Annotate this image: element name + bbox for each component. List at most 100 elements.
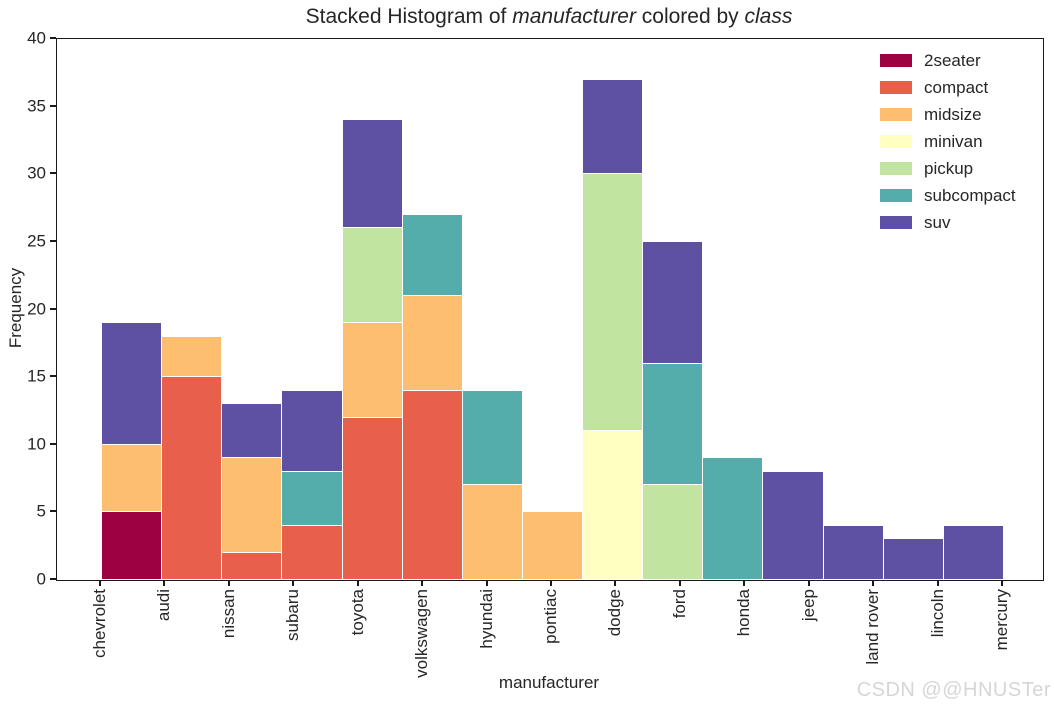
xtick-mark-ford: [678, 580, 681, 586]
bar-segment-ford-subcompact: [642, 362, 704, 486]
legend-row-subcompact: subcompact: [880, 182, 1016, 209]
ytick-label-40: 40: [27, 28, 46, 48]
ytick-mark-5: [50, 510, 56, 513]
ytick-label-25: 25: [27, 231, 46, 251]
plot-area: 2seater compact midsize minivan pickup subcom…: [56, 38, 1044, 581]
bar-segment-toyota-compact: [341, 416, 403, 580]
bar-segment-dodge-suv: [582, 78, 644, 175]
chart-title-part: Stacked Histogram of: [305, 5, 513, 28]
xtick-mark-dodge: [614, 580, 617, 586]
ytick-mark-25: [50, 239, 56, 242]
bar-segment-volkswagen-subcompact: [401, 213, 463, 296]
bar-segment-subaru-subcompact: [281, 470, 343, 526]
xtick-mark-jeep: [807, 580, 810, 586]
bar-segment-ford-suv: [642, 240, 704, 364]
bar-segment-subaru-suv: [281, 389, 343, 472]
bar-segment-hyundai-subcompact: [461, 389, 523, 486]
legend-label-midsize: midsize: [924, 104, 982, 124]
xtick-label-dodge: dodge: [605, 589, 625, 637]
legend-swatch-subcompact: [880, 189, 912, 202]
xtick-mark-toyota: [356, 580, 359, 586]
chart-title-italic-part: manufacturer: [512, 5, 636, 28]
bar-segment-nissan-midsize: [221, 457, 283, 553]
bar-segment-hyundai-midsize: [461, 484, 523, 580]
ytick-mark-0: [50, 578, 56, 580]
bar-segment-land-rover-suv: [822, 524, 884, 580]
legend-label-2seater: 2seater: [924, 50, 981, 70]
xtick-label-nissan: nissan: [218, 589, 238, 639]
y-axis-label: Frequency: [6, 267, 25, 349]
bar-segment-lincoln-suv: [882, 538, 944, 580]
xtick-mark-mercury: [1001, 580, 1003, 586]
xtick-mark-audi: [163, 580, 166, 586]
xtick-label-honda: honda: [734, 589, 754, 637]
ytick-label-15: 15: [27, 366, 46, 386]
legend-row-minivan: minivan: [880, 128, 1016, 155]
xtick-mark-subaru: [292, 580, 295, 586]
legend-label-suv: suv: [924, 212, 951, 232]
ytick-label-20: 20: [27, 299, 46, 318]
xtick-mark-hyundai: [485, 580, 488, 586]
chart-title-part: colored by: [635, 5, 745, 28]
legend-label-pickup: pickup: [924, 158, 974, 178]
ytick-mark-10: [50, 442, 56, 445]
watermark: CSDN @@HNUSTer: [856, 679, 1051, 701]
legend-row-2seater: 2seater: [880, 47, 1016, 74]
legend-row-suv: suv: [880, 209, 1016, 236]
legend-row-compact: compact: [880, 74, 1016, 101]
xtick-mark-land-rover: [872, 580, 875, 586]
xtick-mark-lincoln: [936, 580, 939, 586]
bar-segment-volkswagen-midsize: [401, 294, 463, 391]
bar-segment-ford-pickup: [642, 484, 704, 580]
xtick-mark-pontiac: [550, 580, 552, 586]
legend-swatch-compact: [880, 81, 912, 94]
xtick-label-volkswagen: volkswagen: [412, 589, 432, 678]
ytick-mark-20: [50, 307, 56, 310]
x-axis-label: manufacturer: [498, 673, 600, 692]
bar-segment-pontiac-midsize: [521, 511, 584, 580]
bar-segment-volkswagen-compact: [401, 389, 463, 580]
ytick-mark-40: [50, 37, 56, 39]
xtick-label-toyota: toyota: [347, 589, 367, 636]
ytick-mark-15: [50, 375, 56, 378]
xtick-label-subaru: subaru: [283, 589, 303, 641]
xtick-label-ford: ford: [669, 589, 689, 619]
bar-segment-dodge-minivan: [582, 430, 644, 580]
bar-segment-nissan-suv: [221, 403, 283, 459]
ytick-label-10: 10: [27, 434, 46, 454]
legend-label-minivan: minivan: [924, 131, 983, 151]
xtick-label-chevrolet: chevrolet: [90, 589, 109, 658]
legend-swatch-suv: [880, 216, 912, 229]
xtick-label-hyundai: hyundai: [476, 589, 496, 649]
legend: 2seater compact midsize minivan pickup subcom…: [880, 47, 1016, 236]
chart-title: Stacked Histogram of manufacturer colore…: [56, 5, 1042, 29]
bar-segment-honda-subcompact: [702, 457, 764, 580]
legend-swatch-midsize: [880, 108, 912, 121]
bar-segment-toyota-midsize: [341, 322, 403, 418]
bar-segment-nissan-compact: [221, 551, 283, 580]
bar-segment-toyota-suv: [341, 119, 403, 229]
xtick-label-jeep: jeep: [798, 589, 818, 622]
ytick-label-35: 35: [27, 96, 46, 116]
bar-segment-dodge-pickup: [582, 173, 644, 432]
ytick-label-30: 30: [27, 163, 46, 183]
ytick-mark-30: [50, 172, 56, 175]
legend-swatch-2seater: [880, 54, 912, 67]
xtick-label-lincoln: lincoln: [927, 589, 947, 638]
legend-row-midsize: midsize: [880, 101, 1016, 128]
bar-segment-toyota-pickup: [341, 227, 403, 324]
xtick-mark-honda: [743, 580, 746, 586]
xtick-label-audi: audi: [154, 589, 174, 622]
xtick-mark-chevrolet: [99, 580, 101, 586]
bar-segment-jeep-suv: [762, 470, 824, 580]
legend-swatch-minivan: [880, 135, 912, 148]
legend-label-compact: compact: [924, 77, 989, 97]
xtick-label-land-rover: land rover: [863, 589, 883, 665]
xtick-mark-volkswagen: [421, 580, 424, 586]
ytick-mark-35: [50, 104, 56, 107]
xtick-label-pontiac: pontiac: [541, 589, 560, 644]
legend-row-pickup: pickup: [880, 155, 1016, 182]
xtick-label-mercury: mercury: [992, 589, 1011, 651]
bar-segment-chevrolet-2seater: [101, 511, 163, 580]
